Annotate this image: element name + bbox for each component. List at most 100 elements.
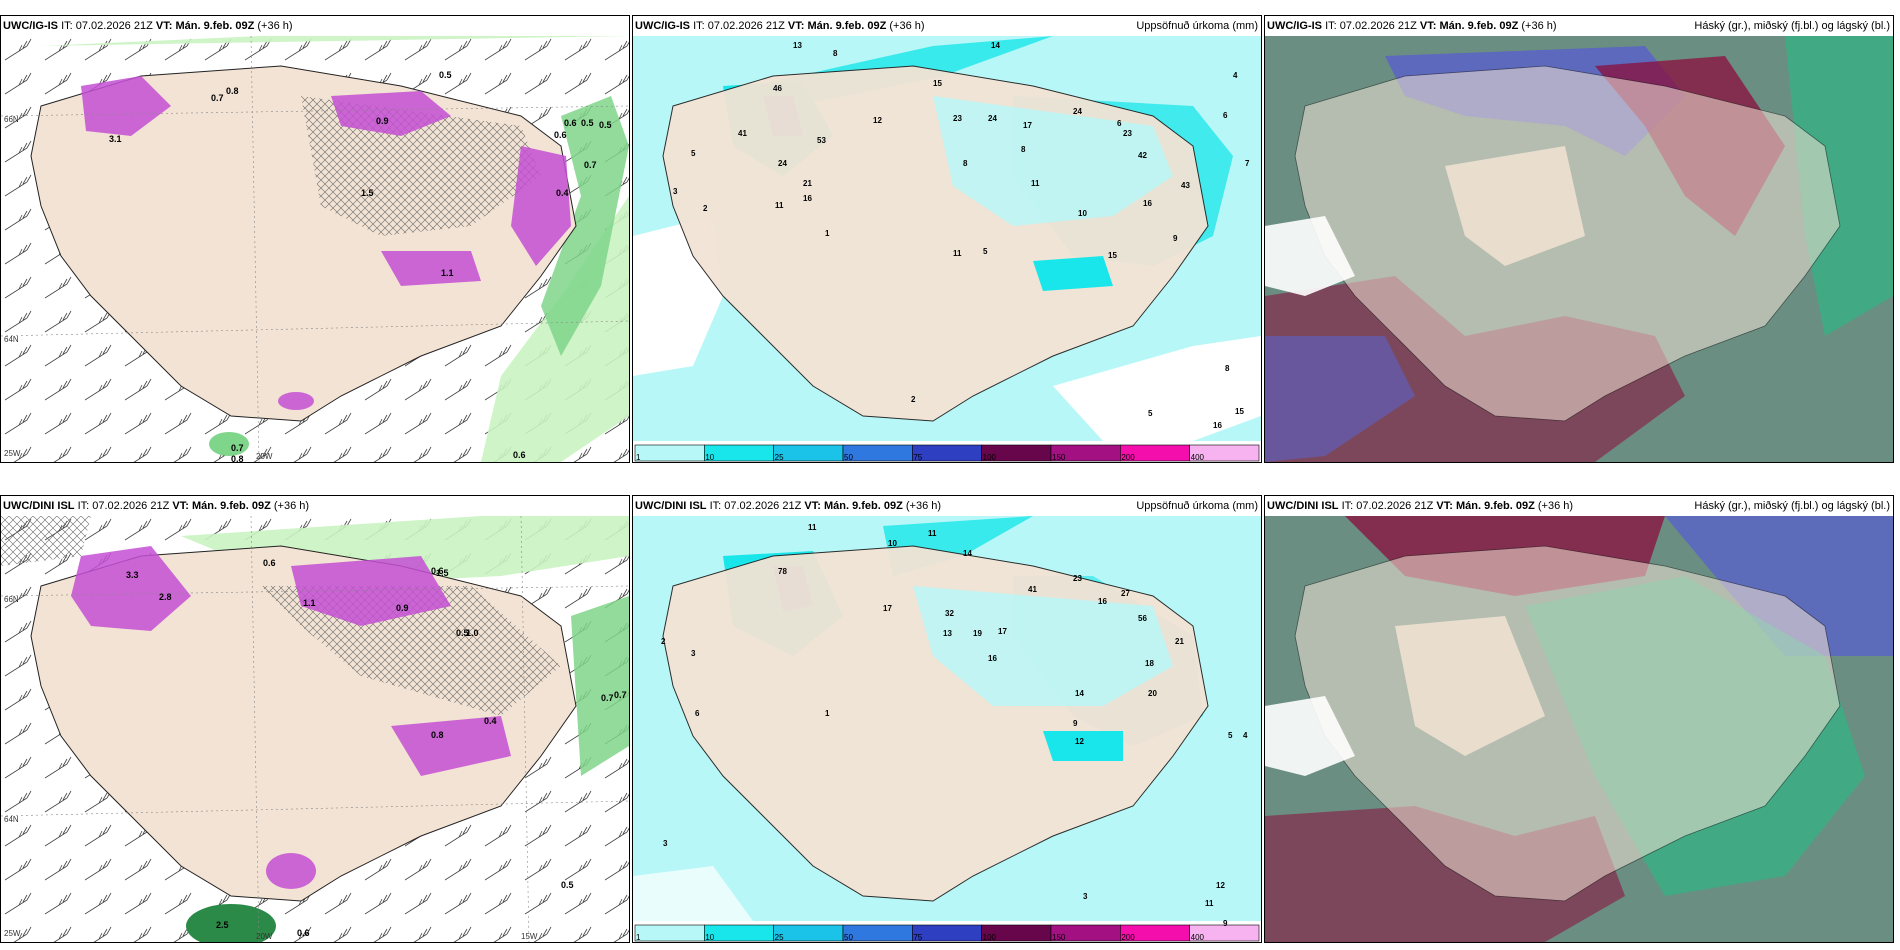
vt-value: Mán. 9.feb. 09Z xyxy=(1439,20,1519,32)
label: 7 xyxy=(1245,159,1250,168)
label: 0.7 xyxy=(211,93,224,103)
label: 0.7 xyxy=(231,443,244,453)
snow-magenta-nw xyxy=(81,76,171,136)
label: 11 xyxy=(928,529,937,538)
clear-land xyxy=(1395,616,1545,756)
field-title: Uppsöfnuð úrkoma (mm) xyxy=(1136,500,1258,512)
label: 15 xyxy=(933,79,942,88)
label: 3 xyxy=(673,187,678,196)
snow-magenta-nw xyxy=(71,546,191,631)
label: 0.6 xyxy=(513,450,526,460)
map-area[interactable]: 1 10 25 50 75 100 150 200 400 11 10 11 14 17 32 … xyxy=(633,516,1261,942)
label: 5 xyxy=(691,149,696,158)
panel-header: UWC/IG-IS IT: 07.02.2026 21Z VT: Mán. 9.… xyxy=(1265,16,1893,36)
it-value: 07.02.2026 21Z xyxy=(75,20,153,32)
hatched-area xyxy=(261,586,561,716)
label: 12 xyxy=(1216,881,1225,890)
label: 13 xyxy=(943,629,952,638)
colorbar-label: 75 xyxy=(913,453,922,462)
lead-time: (+36 h) xyxy=(889,20,925,32)
label: 18 xyxy=(1145,659,1154,668)
label: 23 xyxy=(953,114,962,123)
snow-magenta-s xyxy=(391,716,511,776)
lead-time: (+36 h) xyxy=(905,500,942,512)
label: 1.0 xyxy=(466,628,479,638)
label: 16 xyxy=(1143,199,1152,208)
colorbar-label: 10 xyxy=(705,933,714,942)
panel-dini-wind-precip: UWC/DINI ISL IT: 07.02.2026 21Z VT: Mán.… xyxy=(0,495,630,943)
label: 27 xyxy=(1121,589,1130,598)
colorbar-swatch xyxy=(634,444,705,462)
label: 0.5 xyxy=(456,628,469,638)
colorbar-label: 400 xyxy=(1191,453,1205,462)
map-area[interactable]: 66N 64N 25W 20W 15W 3.3 2.8 0.6 1.1 0.9 … xyxy=(1,516,629,942)
snow-magenta-n xyxy=(291,556,451,626)
vt-value: Mán. 9.feb. 09Z xyxy=(191,500,271,512)
colorbar-label: 25 xyxy=(775,453,784,462)
colorbar-label: 25 xyxy=(775,933,784,942)
map-area[interactable]: 66N 64N 25W 20W 3.1 0.7 0.8 0.5 0.9 0.6 … xyxy=(1,36,629,462)
map-area[interactable]: 1 10 25 50 75 100 150 200 400 13 8 14 15 24 46 4… xyxy=(633,36,1261,462)
colorbar-label: 75 xyxy=(913,933,922,942)
no-precip-area-sw xyxy=(633,866,753,921)
vt-label: VT: xyxy=(172,500,189,512)
label: 3 xyxy=(691,649,696,658)
label: 21 xyxy=(803,179,812,188)
label: 0.6 xyxy=(431,566,444,576)
colorbar-label: 200 xyxy=(1121,933,1135,942)
it-label: IT: xyxy=(1341,500,1354,512)
map-area[interactable] xyxy=(1265,36,1893,462)
precip-over-land xyxy=(913,586,1173,706)
precip-cyan-s xyxy=(1043,731,1123,761)
colorbar-swatch xyxy=(1189,924,1260,942)
label: 6 xyxy=(695,709,700,718)
field-title: Uppsöfnuð úrkoma (mm) xyxy=(1136,20,1258,32)
lon-tick-15: 15W xyxy=(521,932,538,941)
panel-ig-clouds: UWC/IG-IS IT: 07.02.2026 21Z VT: Mán. 9.… xyxy=(1264,15,1894,463)
label: 12 xyxy=(873,116,882,125)
label: 2.8 xyxy=(159,592,172,602)
label: 17 xyxy=(998,627,1007,636)
snow-magenta-n xyxy=(331,91,451,136)
map-area[interactable] xyxy=(1265,516,1893,942)
label: 24 xyxy=(1073,107,1082,116)
lat-tick-66: 66N xyxy=(4,115,19,124)
label: 1.1 xyxy=(303,598,316,608)
label: 8 xyxy=(833,49,838,58)
label: 4 xyxy=(1233,71,1238,80)
label: 20 xyxy=(1148,689,1157,698)
colorbar-swatch xyxy=(842,444,913,462)
label: 8 xyxy=(1021,145,1026,154)
colorbar-swatch xyxy=(773,924,844,942)
colorbar: 1 10 25 50 75 100 150 200 400 xyxy=(634,444,1260,462)
it-value: 07.02.2026 21Z xyxy=(707,20,785,32)
label: 41 xyxy=(1028,585,1037,594)
vt-label: VT: xyxy=(155,20,173,32)
lon-tick-25: 25W xyxy=(4,449,21,458)
label: 0.6 xyxy=(263,558,276,568)
clear-sky-w xyxy=(1265,216,1355,296)
clear-land xyxy=(1445,146,1585,266)
label: 3.3 xyxy=(126,570,139,580)
label: 6 xyxy=(1223,111,1228,120)
label: 5 xyxy=(1228,731,1233,740)
panel-header: UWC/DINI ISL IT: 07.02.2026 21Z VT: Mán.… xyxy=(1,496,629,516)
label: 2.5 xyxy=(216,920,229,930)
vt-label: VT: xyxy=(804,500,821,512)
label: 10 xyxy=(888,539,897,548)
rain-mid-green xyxy=(541,96,629,356)
colorbar: 1 10 25 50 75 100 150 200 400 xyxy=(634,924,1260,942)
rain-mid-green-e xyxy=(571,596,629,776)
label: 23 xyxy=(1073,574,1082,583)
label: 5 xyxy=(1148,409,1153,418)
colorbar-label: 100 xyxy=(983,933,997,942)
label: 11 xyxy=(1031,179,1040,188)
label: 2 xyxy=(911,395,916,404)
model-name: UWC/DINI ISL xyxy=(1267,500,1339,512)
colorbar-swatch xyxy=(634,924,705,942)
hatched-area xyxy=(301,96,541,236)
label: 11 xyxy=(808,523,817,532)
lon-tick-25: 25W xyxy=(4,929,21,938)
colorbar-label: 200 xyxy=(1121,453,1135,462)
it-value: 07.02.2026 21Z xyxy=(92,500,170,512)
